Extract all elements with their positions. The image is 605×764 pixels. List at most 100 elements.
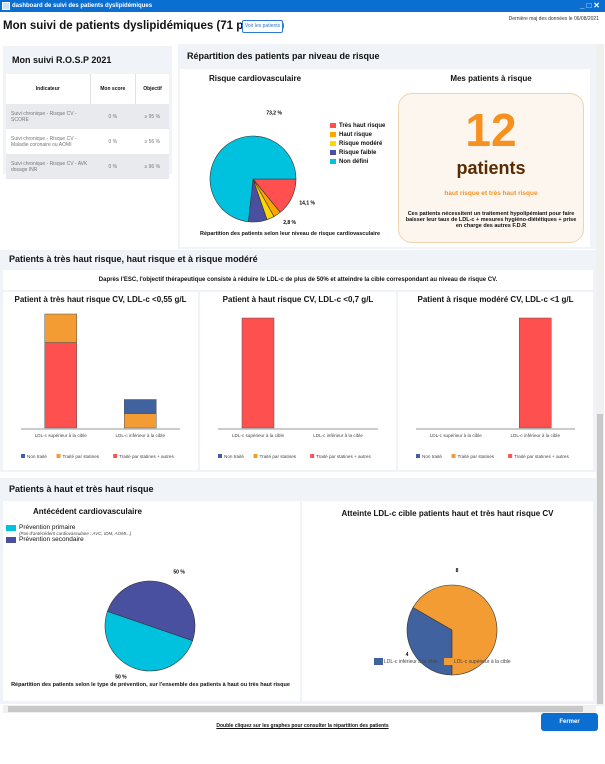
legend-label: Traité par statines xyxy=(260,454,297,459)
bar-chart-title: Patient à très haut risque CV, LDL-c <0,… xyxy=(14,295,187,304)
prevention-title: Antécédent cardiovasculaire xyxy=(33,507,142,516)
at-risk-count: 12 xyxy=(465,104,517,156)
cell: ≥ 95 % xyxy=(135,104,169,129)
cell: 0 % xyxy=(90,104,136,129)
table-row: Suivi chronique - Risque CV - AVK dosage… xyxy=(6,154,169,179)
legend-item: Très haut risque xyxy=(330,121,385,130)
close-button[interactable]: ✕ xyxy=(593,1,602,10)
legend-swatch xyxy=(113,454,118,458)
legend-label: Traité par statines + autres xyxy=(514,454,569,459)
scrollbar-thumb[interactable] xyxy=(597,414,603,704)
bar-segment xyxy=(241,317,275,429)
maximize-button[interactable]: □ xyxy=(586,1,594,10)
cell: ≥ 56 % xyxy=(144,138,161,145)
pie-slice xyxy=(107,580,196,642)
legend-swatch xyxy=(330,141,336,146)
vertical-scrollbar[interactable] xyxy=(596,44,604,706)
bar-chart-high[interactable]: Patient à haut risque CV, LDL-c <0,7 g/L… xyxy=(200,292,396,470)
prevention-legend: Prévention primaire (Pas d'antécédent ca… xyxy=(6,524,131,543)
legend-label: Très haut risque xyxy=(339,122,386,129)
pie-risk-chart[interactable]: 14,1 %2,8 %2,8 %7 %73,2 % xyxy=(180,89,400,229)
bar-chart-title: Patient à risque modéré CV, LDL-c <1 g/L xyxy=(417,295,574,304)
window-controls: _□✕ xyxy=(580,0,602,12)
rosp-table-wrap: Indicateur Mon score Objectif Suivi chroni… xyxy=(6,74,169,179)
pie-risk-caption: Répartition des patients selon leur nive… xyxy=(199,231,381,237)
bar-segment xyxy=(124,413,157,429)
section2-intro: Daprès l'ESC, l'objectif thérapeutique c… xyxy=(3,270,593,290)
risk-panel: Répartition des patients par niveau de r… xyxy=(178,44,596,249)
cell: 0 % xyxy=(90,154,136,179)
scrollbar-thumb[interactable] xyxy=(8,706,583,712)
x-tick-label: LDL-c supérieur à la cible xyxy=(35,433,88,438)
legend-swatch xyxy=(330,150,336,155)
legend-label: Traité par statines xyxy=(63,454,100,459)
pie-risk-legend: Très haut risque Haut risque Risque modéré… xyxy=(330,121,385,166)
treatment-section: Patients à très haut risque, haut risque… xyxy=(0,250,596,472)
prevention-chart-panel[interactable]: Antécédent cardiovasculaire Prévention p… xyxy=(3,501,300,701)
horizontal-scrollbar[interactable] xyxy=(3,705,596,713)
pie-label: 73,2 % xyxy=(266,110,282,116)
legend-label: Haut risque xyxy=(339,131,373,138)
pie-risk-title: Risque cardiovasculaire xyxy=(208,74,302,83)
legend-swatch xyxy=(330,132,336,137)
pie-label: 50 % xyxy=(115,674,127,680)
legend-swatch xyxy=(21,454,25,458)
legend-label: LDL-c supérieur à la cible xyxy=(453,658,511,665)
pie-slice xyxy=(412,584,498,676)
at-risk-subtitle: haut risque et très haut risque xyxy=(444,190,538,197)
table-row: Suivi chronique - Risque CV - Maladie co… xyxy=(6,129,169,154)
app-icon xyxy=(2,2,10,10)
x-axis xyxy=(21,428,180,430)
legend-note: (Pas d'antécédent cardiovasculaire : AVC… xyxy=(19,531,132,536)
cell: Suivi chronique - Risque CV - Maladie co… xyxy=(11,135,77,148)
cell: Suivi chronique - Risque CV - SCORE xyxy=(6,104,90,129)
legend-swatch xyxy=(330,159,336,164)
legend-item: Risque faible xyxy=(330,148,385,157)
legend-label: Non défini xyxy=(339,158,369,165)
pie-label: 4 xyxy=(406,652,409,658)
bar-chart-moderate[interactable]: Patient à risque modéré CV, LDL-c <1 g/L… xyxy=(398,292,593,470)
footer-hint: Double cliquez sur les graphes pour cons… xyxy=(216,723,389,729)
legend-swatch xyxy=(451,454,456,458)
pie-slice xyxy=(104,610,193,672)
x-tick-label: LDL-c supérieur à la cible xyxy=(232,433,285,438)
view-patients-button[interactable]: Voir les patients xyxy=(242,20,283,33)
at-risk-card: 12 patients haut risque et très haut ris… xyxy=(398,93,584,243)
col-header: Mon score xyxy=(90,74,137,104)
legend-label: Traité par statines + autres xyxy=(119,454,174,459)
legend-label: Traité par statines + autres xyxy=(316,454,371,459)
x-tick-label: LDL-c supérieur à la cible xyxy=(430,433,483,438)
x-tick-label: LDL-c inférieur à la cible xyxy=(510,433,560,438)
cell: ≥ 96 % xyxy=(135,154,169,179)
legend-swatch xyxy=(416,454,420,458)
title-bar: dashboard de suivi des patients dyslipid… xyxy=(0,0,605,12)
rosp-table: Indicateur Mon score Objectif Suivi chroni… xyxy=(6,74,169,179)
legend-label: Non traité xyxy=(224,454,244,459)
col-header: Indicateur xyxy=(6,74,91,104)
x-axis xyxy=(416,428,575,430)
last-update: Dernière maj des données le 06/08/2021 xyxy=(508,16,599,22)
legend-label: Prévention primaire xyxy=(19,524,76,531)
page-title: Mon suivi de patients dyslipidémiques (7… xyxy=(3,20,285,32)
legend-swatch xyxy=(310,454,315,458)
legend-swatch xyxy=(253,454,258,458)
legend-label: Prévention secondaire xyxy=(19,536,84,543)
section2-title: Patients à très haut risque, haut risque… xyxy=(9,254,258,264)
x-axis xyxy=(218,428,378,430)
risk-body: Risque cardiovasculaire 14,1 %2,8 %2,8 %… xyxy=(180,69,590,247)
legend-item: Haut risque xyxy=(330,130,385,139)
x-tick-label: LDL-c inférieur à la cible xyxy=(313,433,363,438)
bar-segment xyxy=(124,399,157,414)
bar-segment xyxy=(44,313,77,343)
cell: Suivi chronique - Risque CV - AVK dosage… xyxy=(6,154,90,179)
risk-title: Répartition des patients par niveau de r… xyxy=(187,51,380,61)
minimize-button[interactable]: _ xyxy=(580,1,587,10)
section3-title: Patients à haut et très haut risque xyxy=(9,484,154,494)
pie-slice xyxy=(209,135,297,223)
legend-item: Risque modéré xyxy=(330,139,385,148)
bar-chart-very-high[interactable]: Patient à très haut risque CV, LDL-c <0,… xyxy=(3,292,198,470)
close-dialog-button[interactable]: Fermer xyxy=(541,713,598,731)
ldl-target-chart-panel[interactable]: Atteinte LDL-c cible patients haut et tr… xyxy=(302,501,593,701)
legend-swatch xyxy=(508,454,513,458)
high-risk-section: Patients à haut et très haut risque Anté… xyxy=(0,478,596,704)
